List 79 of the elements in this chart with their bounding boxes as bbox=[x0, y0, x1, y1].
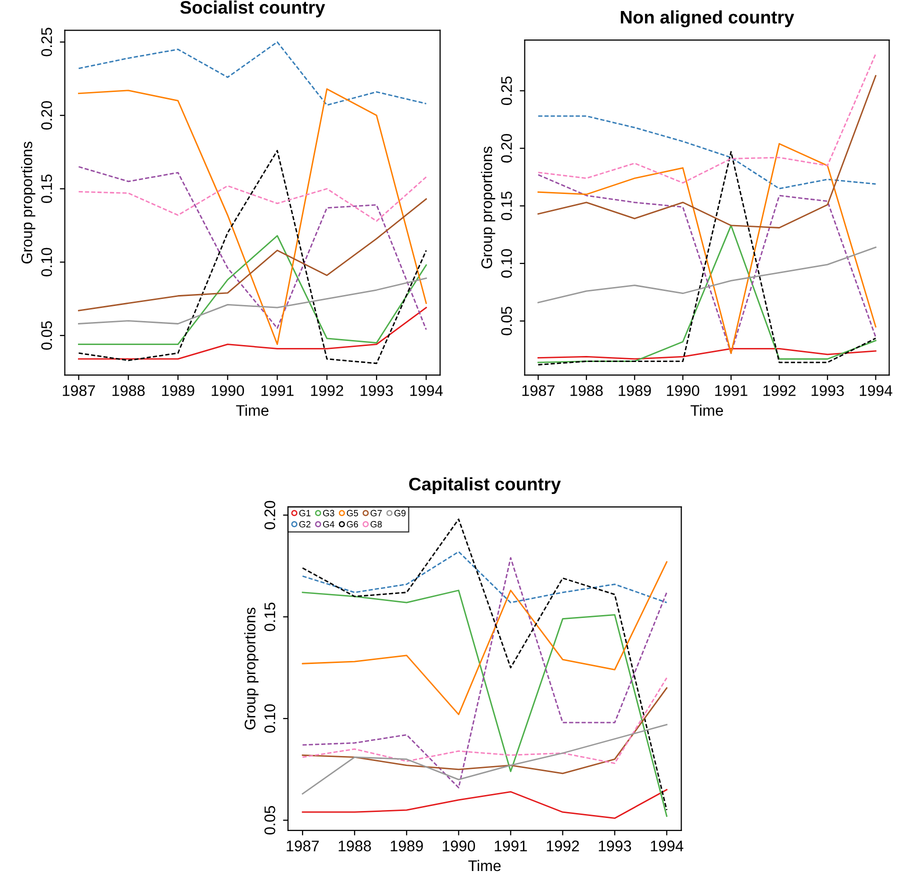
x-tick-label: 1987 bbox=[522, 385, 554, 396]
x-tick-label: 1990 bbox=[442, 840, 476, 852]
y-tick-label: 0.10 bbox=[501, 249, 512, 278]
x-tick-label: 1991 bbox=[715, 385, 748, 396]
chart-title: Capitalist country bbox=[409, 477, 561, 494]
x-tick-label: 1989 bbox=[390, 840, 423, 852]
x-tick-label: 1988 bbox=[570, 385, 603, 396]
line-series bbox=[302, 789, 668, 819]
legend-label: G2 bbox=[299, 521, 310, 528]
y-tick-label: 0.15 bbox=[501, 192, 512, 220]
y-tick-label: 0.10 bbox=[41, 248, 52, 276]
line-series bbox=[302, 590, 668, 817]
y-tick-label: 0.05 bbox=[264, 806, 276, 835]
x-tick-label: 1987 bbox=[62, 385, 95, 396]
x-tick-label: 1994 bbox=[860, 385, 892, 396]
line-series bbox=[538, 75, 876, 228]
line-series bbox=[78, 235, 427, 345]
y-tick-label: 0.10 bbox=[264, 704, 276, 733]
y-tick-label: 0.05 bbox=[41, 321, 52, 350]
x-tick-label: 1993 bbox=[598, 840, 632, 852]
line-series bbox=[78, 41, 427, 106]
y-tick-label: 0.25 bbox=[41, 28, 52, 56]
y-tick-label: 0.20 bbox=[501, 134, 512, 163]
line-series bbox=[538, 348, 876, 360]
y-tick-label: 0.20 bbox=[264, 500, 276, 530]
x-axis-title: Time bbox=[236, 404, 268, 416]
x-axis-title: Time bbox=[690, 404, 723, 416]
line-series bbox=[78, 278, 427, 324]
x-tick-label: 1988 bbox=[338, 840, 371, 852]
line-series bbox=[78, 176, 427, 222]
y-tick-label: 0.15 bbox=[264, 602, 276, 632]
legend-label: G7 bbox=[370, 510, 382, 516]
line-series bbox=[302, 557, 668, 788]
x-tick-label: 1989 bbox=[618, 385, 651, 396]
legend-label: G5 bbox=[346, 510, 358, 516]
line-series bbox=[302, 551, 668, 604]
line-series bbox=[302, 677, 668, 764]
line-series bbox=[538, 53, 876, 184]
line-series bbox=[78, 198, 427, 312]
line-series bbox=[302, 561, 668, 716]
x-tick-label: 1993 bbox=[812, 385, 844, 396]
y-tick-label: 0.20 bbox=[41, 101, 52, 130]
line-series bbox=[78, 150, 427, 364]
legend-label: G6 bbox=[346, 521, 358, 528]
x-axis-title: Time bbox=[468, 860, 501, 872]
y-tick-label: 0.25 bbox=[501, 76, 512, 106]
chart-title: Socialist country bbox=[180, 0, 326, 18]
x-tick-label: 1990 bbox=[667, 385, 700, 396]
y-axis-title: Group proportions bbox=[244, 608, 258, 730]
x-tick-label: 1993 bbox=[360, 385, 393, 396]
line-series bbox=[538, 224, 876, 364]
x-tick-label: 1992 bbox=[763, 385, 796, 396]
legend-label: G8 bbox=[370, 521, 382, 528]
x-tick-label: 1992 bbox=[311, 385, 344, 396]
x-tick-label: 1988 bbox=[112, 385, 145, 396]
x-tick-label: 1991 bbox=[261, 385, 294, 396]
x-tick-label: 1991 bbox=[494, 840, 527, 852]
line-series bbox=[538, 115, 876, 190]
x-tick-label: 1989 bbox=[162, 385, 194, 396]
line-series bbox=[302, 724, 668, 794]
legend-label: G3 bbox=[323, 510, 334, 516]
line-series bbox=[78, 88, 427, 345]
x-tick-label: 1992 bbox=[546, 840, 579, 852]
x-tick-label: 1990 bbox=[212, 385, 244, 396]
y-tick-label: 0.05 bbox=[501, 306, 512, 336]
x-tick-label: 1994 bbox=[650, 840, 684, 852]
line-series bbox=[78, 166, 427, 330]
y-axis-title: Group proportions bbox=[21, 142, 36, 264]
line-series bbox=[78, 306, 427, 360]
y-tick-label: 0.15 bbox=[41, 174, 52, 204]
x-tick-label: 1987 bbox=[286, 840, 319, 852]
line-series bbox=[302, 687, 668, 774]
legend-label: G4 bbox=[323, 521, 334, 528]
chart-title: Non aligned country bbox=[620, 10, 794, 28]
legend-label: G9 bbox=[394, 510, 406, 516]
y-axis-title: Group proportions bbox=[480, 146, 496, 268]
x-tick-label: 1994 bbox=[410, 385, 443, 396]
line-series bbox=[538, 246, 876, 304]
legend-label: G1 bbox=[299, 510, 310, 516]
